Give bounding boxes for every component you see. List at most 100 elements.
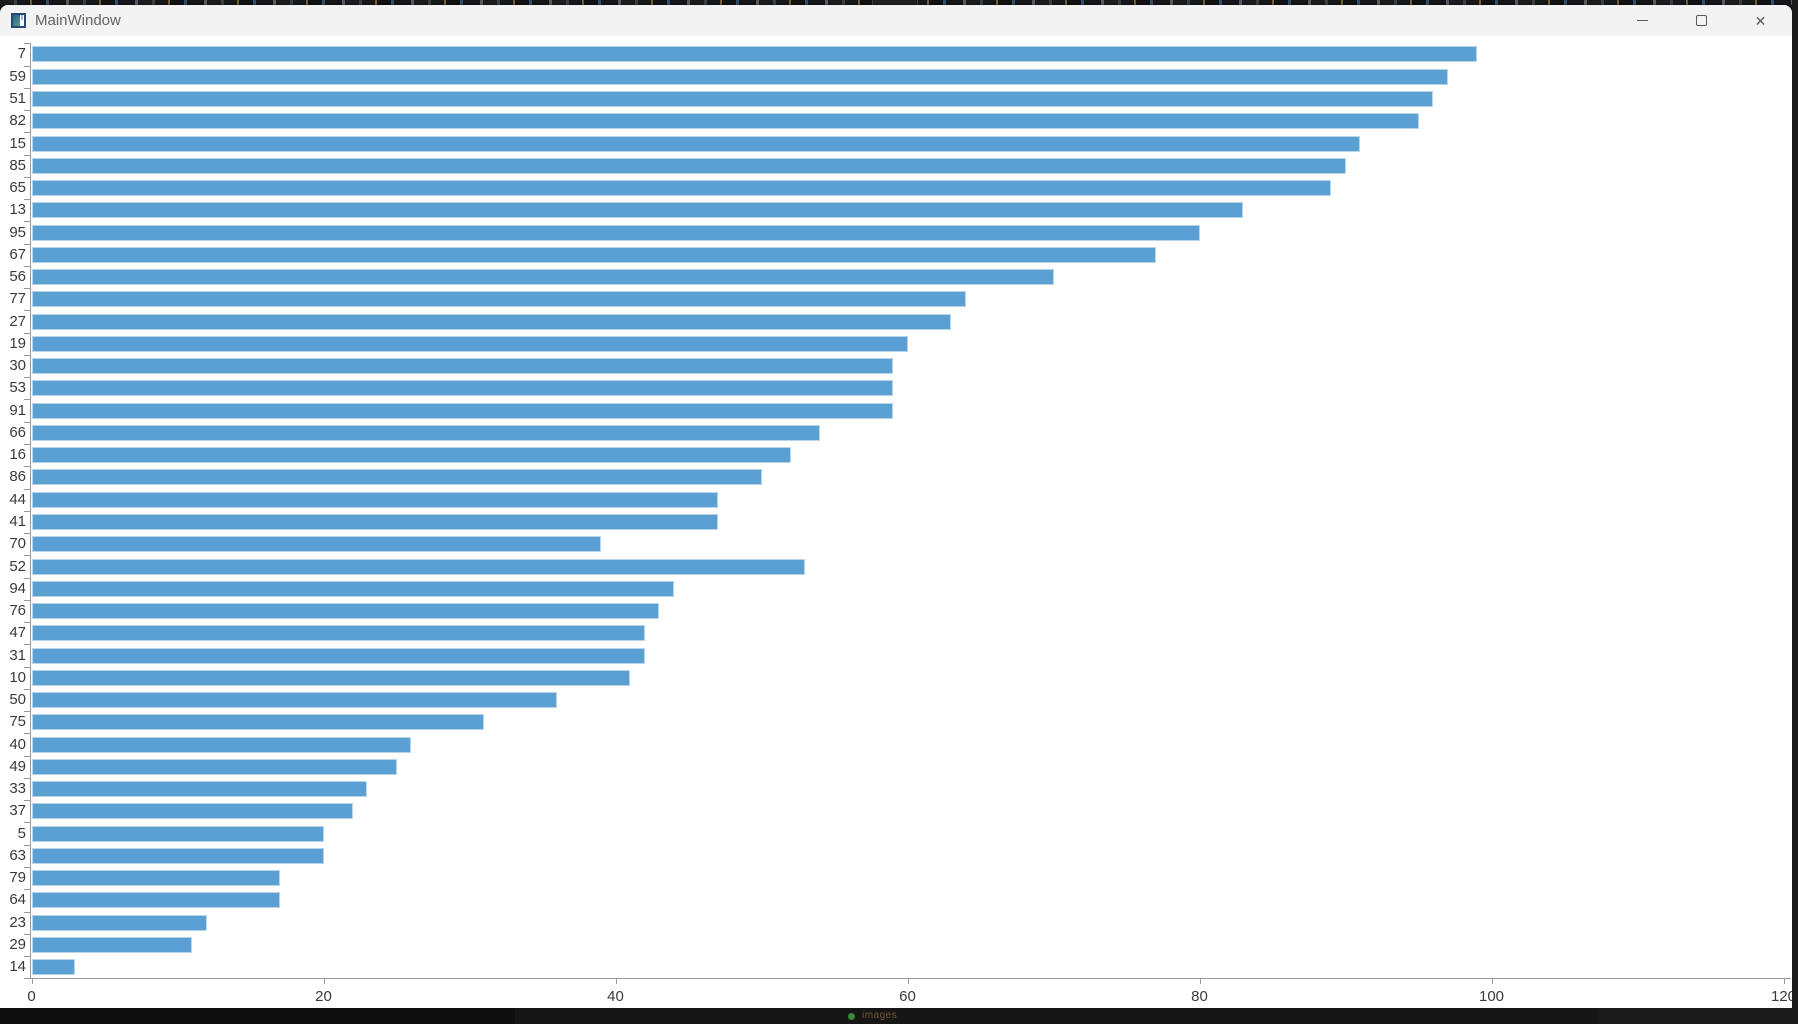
y-tick: [24, 911, 30, 913]
x-tick: [31, 978, 33, 985]
bar: [31, 269, 1054, 286]
y-tick-label: 53: [9, 379, 26, 397]
y-tick-label: 65: [9, 179, 26, 196]
y-tick: [24, 221, 30, 223]
bar: [31, 335, 908, 352]
bar: [31, 491, 718, 508]
close-button[interactable]: ✕: [1731, 5, 1790, 36]
background-taskbar-strip: images: [0, 1008, 1798, 1024]
y-tick: [24, 354, 30, 356]
x-tick-label: 40: [607, 988, 624, 1006]
bar: [31, 936, 193, 953]
x-tick: [615, 978, 617, 985]
minimize-button[interactable]: [1613, 5, 1672, 36]
y-tick: [24, 110, 30, 112]
bar: [31, 536, 601, 553]
status-dot-icon: [848, 1013, 855, 1020]
bar: [31, 558, 806, 575]
y-tick-label: 10: [9, 668, 26, 686]
bar: [31, 224, 1200, 241]
bar: [31, 246, 1156, 263]
close-icon: ✕: [1754, 12, 1767, 29]
y-tick-label: 63: [9, 846, 26, 864]
maximize-button[interactable]: [1672, 5, 1731, 36]
y-tick-label: 27: [9, 312, 26, 330]
y-tick: [24, 132, 30, 134]
y-tick-label: 5: [17, 824, 26, 842]
y-tick: [24, 755, 30, 757]
bar: [31, 402, 893, 419]
y-tick-label: 76: [9, 602, 26, 619]
bar: [31, 847, 324, 864]
x-tick: [907, 978, 909, 985]
bar: [31, 870, 280, 887]
taskbar-text: images: [862, 1010, 898, 1021]
x-tick-label: 60: [899, 988, 916, 1006]
bar: [31, 358, 893, 375]
y-tick-label: 51: [9, 90, 26, 107]
y-tick: [24, 87, 30, 89]
y-axis-line: [30, 43, 31, 980]
x-tick-label: 120: [1770, 988, 1792, 1006]
y-tick-label: 44: [9, 490, 26, 508]
y-tick-label: 33: [9, 780, 26, 798]
y-tick-label: 77: [9, 290, 26, 308]
bar: [31, 157, 1346, 174]
y-tick: [24, 421, 30, 423]
x-tick: [323, 978, 325, 985]
y-tick: [24, 599, 30, 601]
y-tick: [24, 488, 30, 490]
y-tick-label: 95: [9, 223, 26, 241]
bar: [31, 180, 1331, 196]
maximize-icon: [1696, 15, 1707, 26]
y-tick-label: 23: [9, 913, 26, 931]
y-tick-label: 91: [9, 401, 26, 419]
bar: [31, 803, 353, 820]
x-tick-label: 0: [27, 988, 36, 1006]
y-tick-label: 64: [9, 891, 26, 909]
bar: [31, 580, 674, 597]
y-tick: [24, 733, 30, 735]
y-tick: [24, 622, 30, 624]
y-tick: [24, 933, 30, 935]
y-tick: [24, 310, 30, 312]
y-tick: [24, 243, 30, 245]
y-tick-label: 16: [9, 446, 26, 464]
bar: [31, 669, 631, 686]
y-tick-label: 52: [9, 557, 26, 575]
y-tick-label: 40: [9, 735, 26, 753]
bar: [31, 135, 1361, 152]
bar: [31, 424, 820, 441]
y-tick: [24, 555, 30, 557]
y-tick: [24, 711, 30, 713]
bar: [31, 380, 893, 397]
y-tick: [24, 777, 30, 779]
y-tick-label: 14: [9, 958, 26, 976]
y-tick: [24, 377, 30, 379]
y-tick-label: 47: [9, 624, 26, 642]
bar: [31, 647, 645, 664]
y-tick-label: 67: [9, 245, 26, 263]
y-tick: [24, 154, 30, 156]
bar: [31, 46, 1477, 63]
y-tick: [24, 978, 30, 980]
title-bar[interactable]: MainWindow ✕: [0, 5, 1792, 36]
bar: [31, 113, 1419, 130]
x-axis-line: [30, 978, 1791, 980]
bar: [31, 825, 324, 842]
y-tick-label: 85: [9, 156, 26, 174]
bar: [31, 68, 1448, 85]
y-tick: [24, 332, 30, 334]
y-tick-label: 59: [9, 67, 26, 85]
bar: [31, 447, 791, 464]
x-tick-label: 100: [1478, 988, 1505, 1006]
bar: [31, 625, 645, 642]
y-tick-label: 30: [9, 357, 26, 375]
bar: [31, 469, 762, 486]
y-tick-label: 29: [9, 935, 26, 953]
bar-chart: 7 59 51 82 15 85 65 13 95 67 56 77 27 19 30 53 91 66 16 86 4…: [0, 41, 1792, 1008]
y-tick: [24, 444, 30, 446]
y-tick-label: 31: [9, 646, 26, 664]
bar: [31, 692, 558, 708]
